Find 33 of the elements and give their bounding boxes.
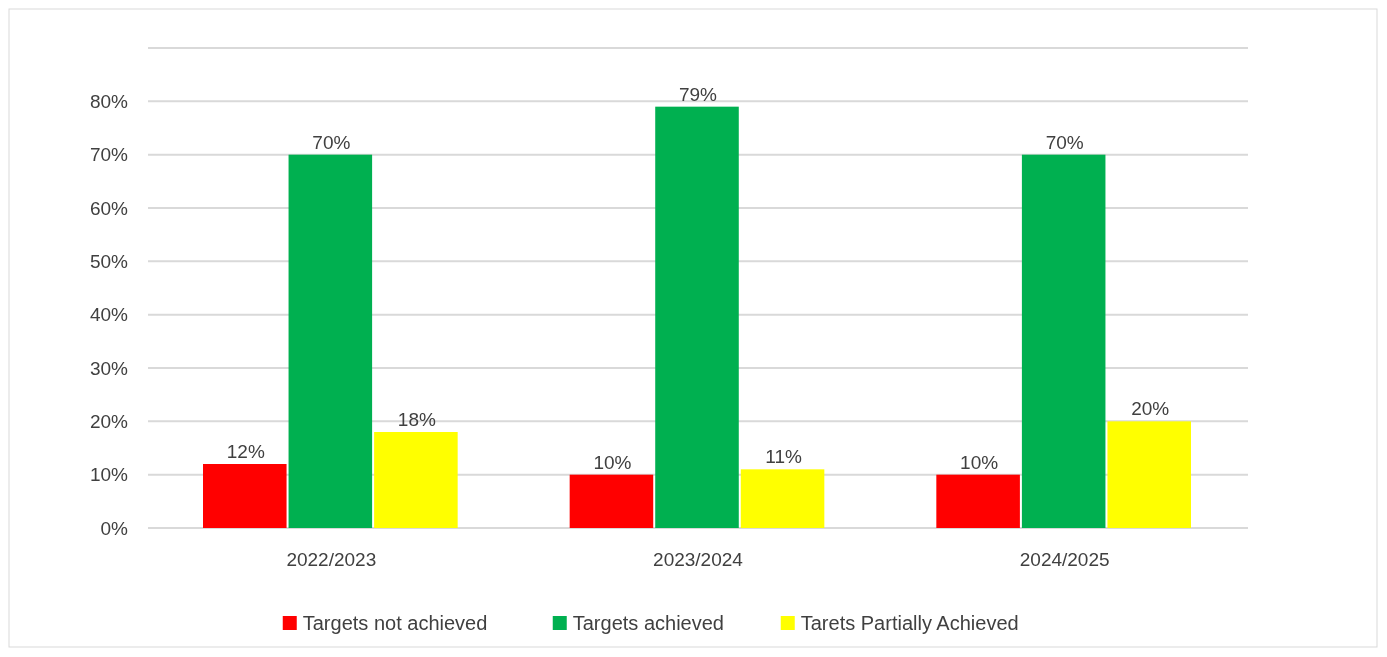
y-tick-label: 0%: [100, 517, 129, 539]
y-tick-label: 10%: [89, 464, 129, 486]
data-label: 70%: [1045, 131, 1084, 153]
bar: [288, 154, 373, 528]
y-tick-label: 40%: [89, 304, 129, 326]
legend-label: Targets achieved: [572, 612, 724, 634]
bar: [740, 469, 825, 528]
data-label: 70%: [312, 131, 351, 153]
y-tick-label: 30%: [89, 357, 129, 379]
bar: [203, 464, 287, 528]
y-tick-label: 50%: [89, 250, 129, 272]
bar: [1021, 154, 1106, 528]
legend-label: Targets not achieved: [302, 612, 488, 634]
x-tick-label: 2022/2023: [286, 549, 377, 570]
y-tick-label: 70%: [89, 144, 129, 166]
data-label: 10%: [593, 451, 632, 473]
x-tick-label: 2023/2024: [653, 549, 744, 570]
bar: [655, 106, 739, 528]
x-tick-label: 2024/2025: [1019, 549, 1110, 570]
bar: [374, 432, 458, 528]
data-label: 10%: [960, 451, 999, 473]
data-label: 12%: [226, 441, 265, 462]
bar: [569, 474, 654, 528]
data-label: 18%: [397, 409, 437, 430]
y-tick-label: 60%: [89, 197, 129, 219]
y-tick-label: 20%: [89, 410, 129, 432]
legend-label: Tarets Partially Achieved: [800, 612, 1019, 634]
bar: [936, 474, 1020, 528]
data-label: 79%: [678, 83, 718, 105]
data-label: 11%: [765, 446, 802, 468]
data-label: 20%: [1131, 398, 1170, 420]
y-tick-label: 80%: [89, 90, 129, 112]
bar: [1107, 421, 1191, 528]
